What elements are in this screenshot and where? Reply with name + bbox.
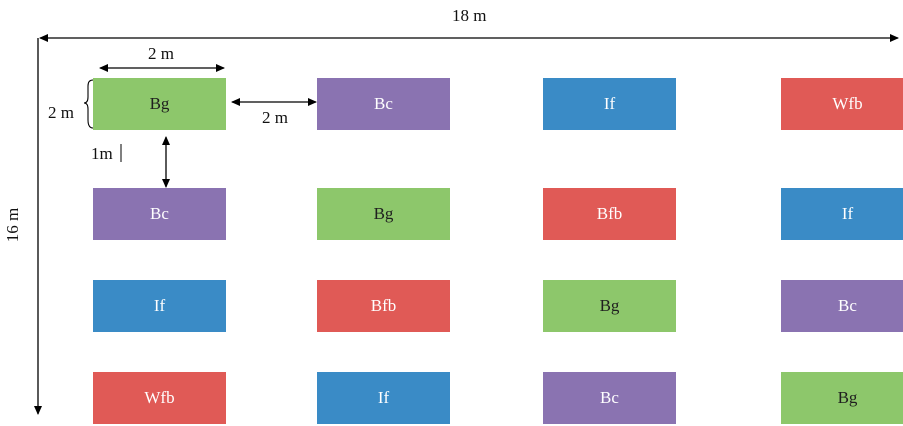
plot-wfb: Wfb bbox=[781, 78, 903, 130]
plot-depth-label: 2 m bbox=[48, 103, 74, 122]
field-width-label: 18 m bbox=[452, 6, 487, 25]
plot-if: If bbox=[543, 78, 676, 130]
plot-bg: Bg bbox=[317, 188, 450, 240]
horizontal-gap-label: 2 m bbox=[262, 108, 288, 127]
plot-label: If bbox=[603, 94, 616, 113]
plot-bfb: Bfb bbox=[317, 280, 450, 332]
plot-width-label: 2 m bbox=[148, 44, 174, 63]
plot-bc: Bc bbox=[93, 188, 226, 240]
plot-bc: Bc bbox=[543, 372, 676, 424]
plot-label: Bg bbox=[149, 94, 170, 113]
field-depth-label: 16 m bbox=[3, 207, 23, 243]
plot-depth-brace bbox=[83, 79, 94, 129]
vertical-gap-label: 1m bbox=[91, 144, 113, 163]
plot-bg: Bg bbox=[781, 372, 903, 424]
plot-if: If bbox=[93, 280, 226, 332]
plot-if: If bbox=[317, 372, 450, 424]
plot-label: Bc bbox=[600, 388, 619, 407]
plot-label: Wfb bbox=[832, 94, 863, 113]
plot-label: Bfb bbox=[596, 204, 623, 223]
plot-label: Bc bbox=[838, 296, 857, 315]
plot-bfb: Bfb bbox=[543, 188, 676, 240]
plot-label: Bc bbox=[150, 204, 169, 223]
plot-label: Bfb bbox=[370, 296, 397, 315]
plot-label: Wfb bbox=[144, 388, 175, 407]
plot-label: Bg bbox=[837, 388, 858, 407]
plot-label: If bbox=[377, 388, 390, 407]
plot-label: If bbox=[153, 296, 166, 315]
plot-label: If bbox=[841, 204, 854, 223]
plot-if: If bbox=[781, 188, 903, 240]
plot-wfb: Wfb bbox=[93, 372, 226, 424]
plot-bg: Bg bbox=[93, 78, 226, 130]
plot-label: Bg bbox=[599, 296, 620, 315]
plot-bg: Bg bbox=[543, 280, 676, 332]
plot-label: Bc bbox=[374, 94, 393, 113]
plot-label: Bg bbox=[373, 204, 394, 223]
plot-bc: Bc bbox=[317, 78, 450, 130]
plot-bc: Bc bbox=[781, 280, 903, 332]
